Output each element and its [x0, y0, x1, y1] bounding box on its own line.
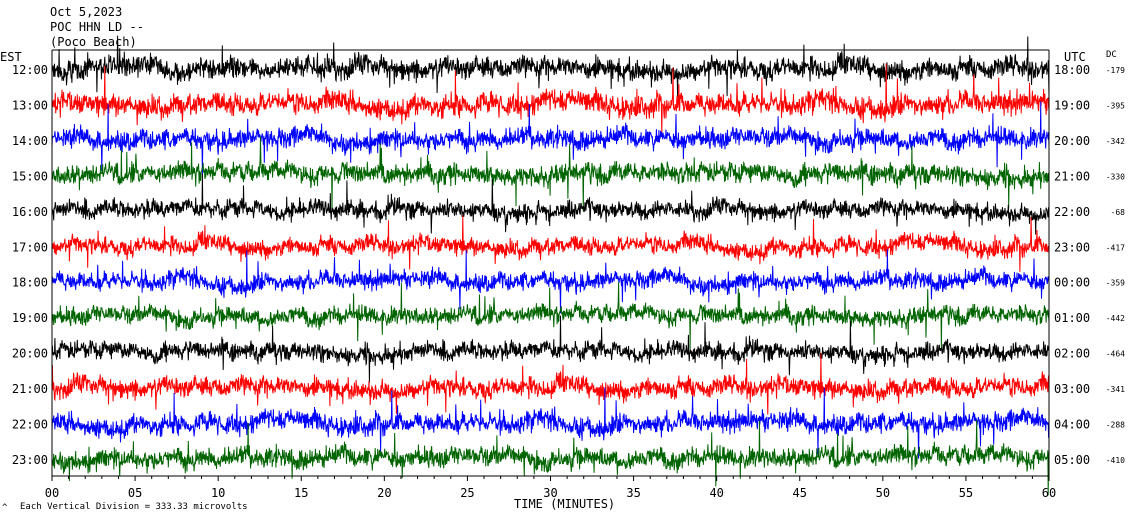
dc-offset-label: -464: [1106, 350, 1125, 359]
utc-hour-label: 00:00: [1054, 276, 1090, 290]
est-hour-label: 22:00: [12, 418, 48, 432]
trace-group: [51, 35, 1050, 496]
right-zone-label: UTC: [1064, 50, 1086, 64]
trace-line-2200: [51, 387, 1050, 459]
utc-hour-label: 23:00: [1054, 240, 1090, 254]
x-tick-label: 55: [959, 486, 973, 500]
utc-hour-label: 18:00: [1054, 63, 1090, 77]
est-hour-label: 13:00: [12, 98, 48, 112]
est-hour-label: 20:00: [12, 347, 48, 361]
dc-offset-label: -179: [1106, 66, 1125, 75]
utc-hour-label: 05:00: [1054, 453, 1090, 467]
row-label-group: 12:00 18:00 -179 13:00 19:00 -395 14:00 20:00 -3…: [12, 63, 1125, 467]
x-tick-label: 10: [211, 486, 225, 500]
est-hour-label: 16:00: [12, 205, 48, 219]
dc-offset-label: -442: [1106, 314, 1125, 323]
dc-offset-label: -359: [1106, 279, 1125, 288]
utc-hour-label: 02:00: [1054, 347, 1090, 361]
utc-hour-label: 01:00: [1054, 311, 1090, 325]
trace-line-2100: [51, 353, 1050, 415]
trace-line-1500: [51, 136, 1050, 212]
header-subtitle: (Poco Beach): [50, 35, 137, 49]
trace-line-1700: [51, 215, 1050, 272]
utc-hour-label: 04:00: [1054, 418, 1090, 432]
x-tick-group: 00 05 10 15 20 25 30 35 40 45 50 55 60: [45, 476, 1056, 500]
trace-line-1200: [51, 35, 1050, 99]
x-tick-label: 35: [626, 486, 640, 500]
trace-line-1400: [51, 101, 1050, 176]
header-station: POC HHN LD --: [50, 20, 144, 34]
dc-offset-label: -395: [1106, 101, 1125, 110]
dc-offset-label: -410: [1106, 456, 1125, 465]
dc-offset-label: -330: [1106, 172, 1125, 181]
x-tick-label: 30: [543, 486, 557, 500]
dc-header-label: DC: [1106, 50, 1117, 60]
footer-scale-note: Each Vertical Division = 333.33 microvol…: [20, 502, 248, 512]
utc-hour-label: 22:00: [1054, 205, 1090, 219]
footer-marker: ^: [2, 503, 8, 513]
x-tick-label: 60: [1042, 486, 1056, 500]
trace-line-1800: [51, 249, 1050, 314]
trace-line-2000: [51, 315, 1050, 383]
utc-hour-label: 03:00: [1054, 382, 1090, 396]
x-tick-label: 40: [709, 486, 723, 500]
x-tick-label: 25: [460, 486, 474, 500]
trace-line-1900: [51, 282, 1050, 350]
dc-offset-label: -68: [1111, 208, 1126, 217]
est-hour-label: 14:00: [12, 134, 48, 148]
x-axis-label: TIME (MINUTES): [514, 497, 615, 511]
utc-hour-label: 20:00: [1054, 134, 1090, 148]
trace-line-2300: [51, 419, 1050, 496]
est-hour-label: 12:00: [12, 63, 48, 77]
x-tick-label: 05: [128, 486, 142, 500]
est-hour-label: 19:00: [12, 311, 48, 325]
trace-line-1600: [51, 173, 1050, 235]
est-hour-label: 15:00: [12, 169, 48, 183]
utc-hour-label: 21:00: [1054, 169, 1090, 183]
est-hour-label: 23:00: [12, 453, 48, 467]
x-tick-label: 15: [294, 486, 308, 500]
x-tick-label: 20: [377, 486, 391, 500]
est-hour-label: 18:00: [12, 276, 48, 290]
x-tick-label: 50: [876, 486, 890, 500]
x-tick-label: 00: [45, 486, 59, 500]
est-hour-label: 17:00: [12, 240, 48, 254]
dc-offset-label: -341: [1106, 385, 1125, 394]
header-date: Oct 5,2023: [50, 5, 122, 19]
left-zone-label: EST: [0, 50, 22, 64]
dc-offset-label: -288: [1106, 421, 1125, 430]
est-hour-label: 21:00: [12, 382, 48, 396]
dc-offset-label: -417: [1106, 243, 1125, 252]
trace-line-1300: [51, 63, 1050, 137]
utc-hour-label: 19:00: [1054, 98, 1090, 112]
dc-offset-label: -342: [1106, 137, 1125, 146]
x-tick-label: 45: [793, 486, 807, 500]
